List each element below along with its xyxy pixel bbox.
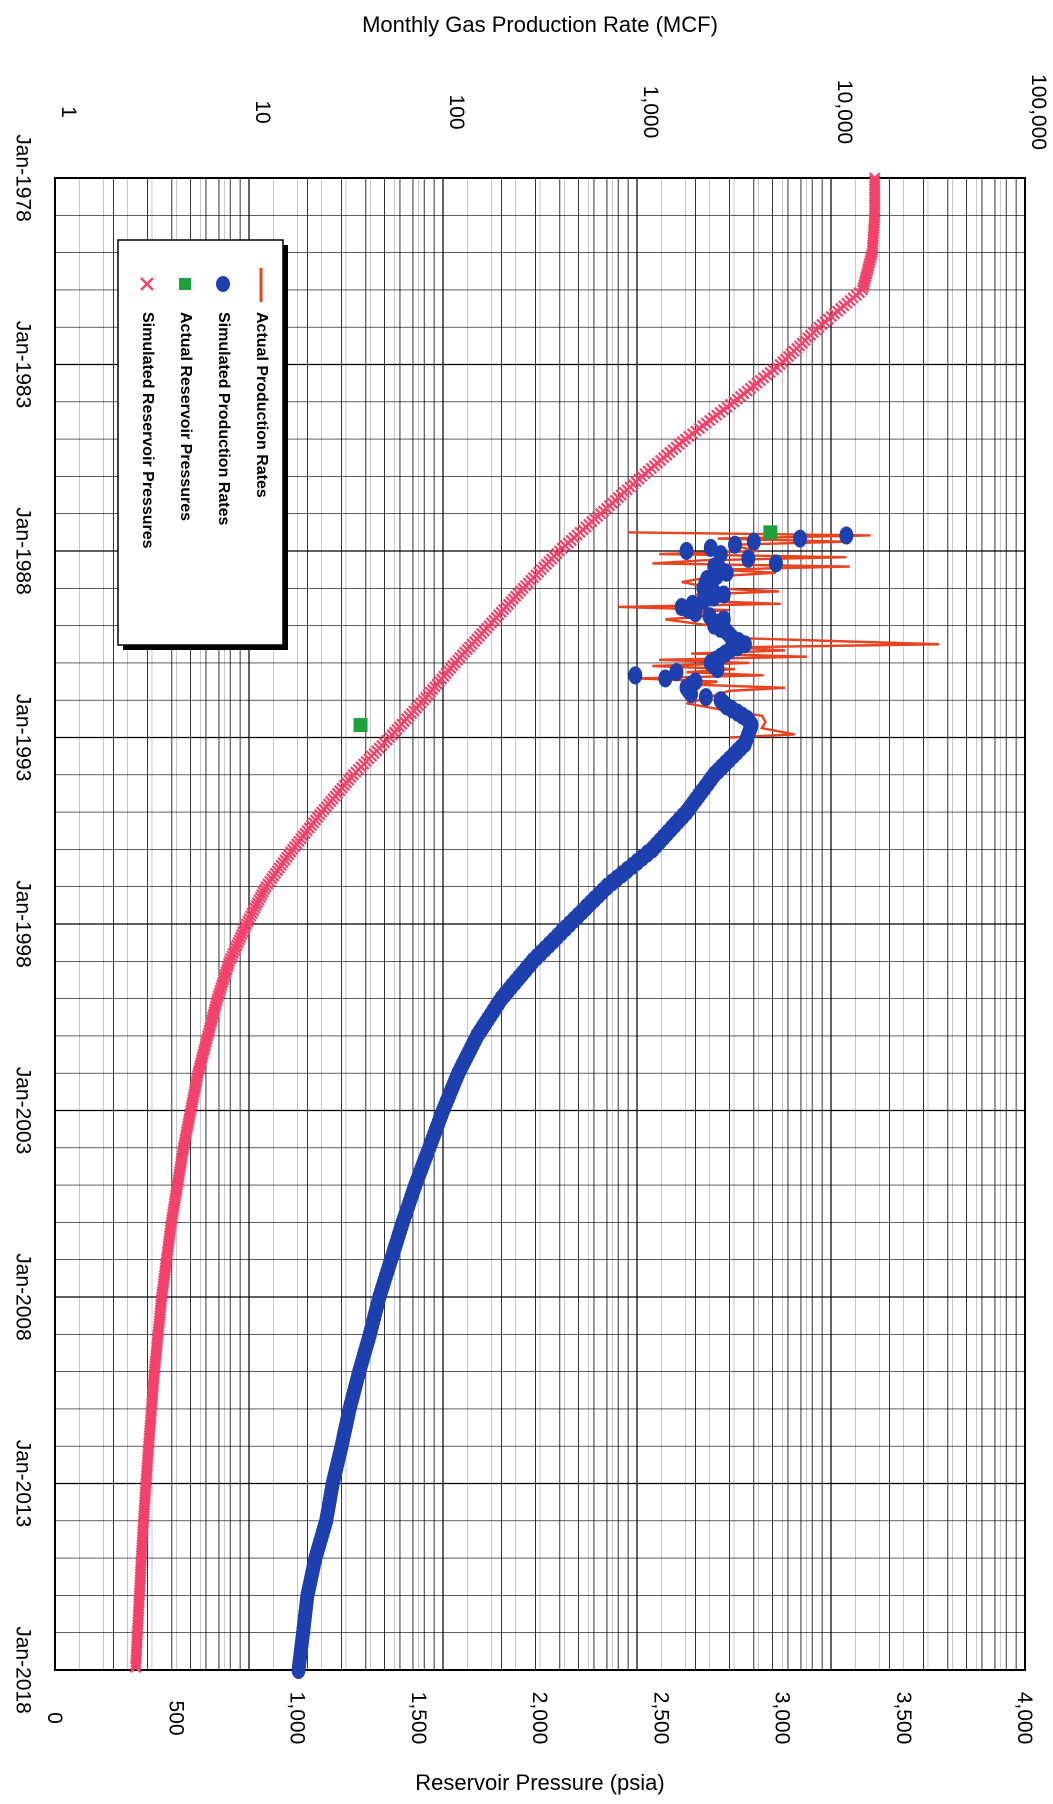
bottom-tick-label: 0 — [43, 1712, 66, 1724]
time-tick-label: Jan-2018 — [11, 1626, 34, 1714]
simulated-rate-marker — [746, 532, 761, 551]
top-tick-label: 1 — [57, 106, 80, 118]
bottom-tick-label: 2,500 — [649, 1692, 672, 1745]
time-tick-label: Jan-2013 — [11, 1440, 34, 1528]
bottom-axis-title: Reservoir Pressure (psia) — [415, 1770, 664, 1795]
simulated-rate-marker — [669, 663, 684, 682]
simulated-rate-marker — [793, 529, 808, 548]
tick-labels: 1 10 100 1,000 10,000 100,000 0 500 1,000 1,500 2,… — [11, 74, 1050, 1744]
top-tick-label: 100,000 — [1027, 74, 1050, 150]
legend-label: Actual Production Rates — [253, 312, 270, 498]
time-tick-label: Jan-1983 — [11, 321, 34, 409]
top-tick-label: 100 — [445, 94, 468, 129]
simulated-rate-marker — [658, 669, 673, 688]
time-tick-label: Jan-1993 — [11, 694, 34, 782]
top-tick-label: 10,000 — [833, 80, 856, 144]
bottom-tick-label: 4,000 — [1013, 1692, 1036, 1745]
time-tick-label: Jan-2008 — [11, 1253, 34, 1341]
time-tick-label: Jan-1988 — [11, 507, 34, 595]
legend: Actual Production Rates Simulated Product… — [117, 239, 288, 650]
legend-x-swatch — [140, 277, 154, 291]
bottom-tick-label: 3,500 — [892, 1692, 915, 1745]
time-tick-label: Jan-2003 — [11, 1067, 34, 1155]
bottom-tick-label: 500 — [164, 1700, 187, 1735]
simulated-rate-marker — [688, 604, 703, 623]
time-tick-label: Jan-1978 — [11, 134, 34, 222]
simulated-pressure-marker — [129, 1661, 142, 1674]
simulated-pressure-series — [129, 172, 881, 1674]
simulated-rate-marker — [696, 591, 711, 610]
simulated-rate-marker — [741, 549, 756, 568]
actual-pressure-marker — [763, 525, 778, 540]
simulated-rate-marker — [839, 526, 854, 545]
bottom-tick-label: 2,000 — [528, 1692, 551, 1745]
simulated-rate-marker — [291, 1661, 306, 1679]
legend-circle-swatch — [216, 276, 230, 292]
simulated-rate-marker — [710, 660, 725, 679]
simulated-rate-marker — [679, 542, 694, 560]
bottom-tick-label: 3,000 — [771, 1692, 794, 1745]
plot-area-frame — [54, 177, 1026, 1671]
simulated-rate-marker — [727, 535, 742, 554]
actual-pressure-marker — [353, 718, 368, 733]
simulated-rate-marker — [698, 688, 713, 707]
simulated-rate-marker — [768, 554, 783, 573]
top-tick-label: 10 — [251, 100, 274, 123]
simulated-rate-series — [291, 526, 854, 1679]
top-axis-title: Monthly Gas Production Rate (MCF) — [362, 12, 718, 37]
legend-label: Actual Reservoir Pressures — [177, 312, 194, 521]
bottom-tick-label: 1,500 — [407, 1692, 430, 1745]
time-tick-label: Jan-1998 — [11, 880, 34, 968]
top-tick-label: 1,000 — [639, 86, 662, 139]
simulated-rate-marker — [684, 684, 699, 703]
bottom-tick-label: 1,000 — [286, 1692, 309, 1745]
legend-box — [117, 239, 284, 646]
simulated-rate-marker — [628, 666, 643, 685]
legend-label: Simulated Reservoir Pressures — [139, 312, 156, 549]
legend-label: Simulated Production Rates — [215, 312, 232, 525]
legend-square-swatch — [179, 278, 191, 290]
series-layer — [129, 172, 939, 1679]
simulated-pressure-marker — [130, 1658, 142, 1671]
